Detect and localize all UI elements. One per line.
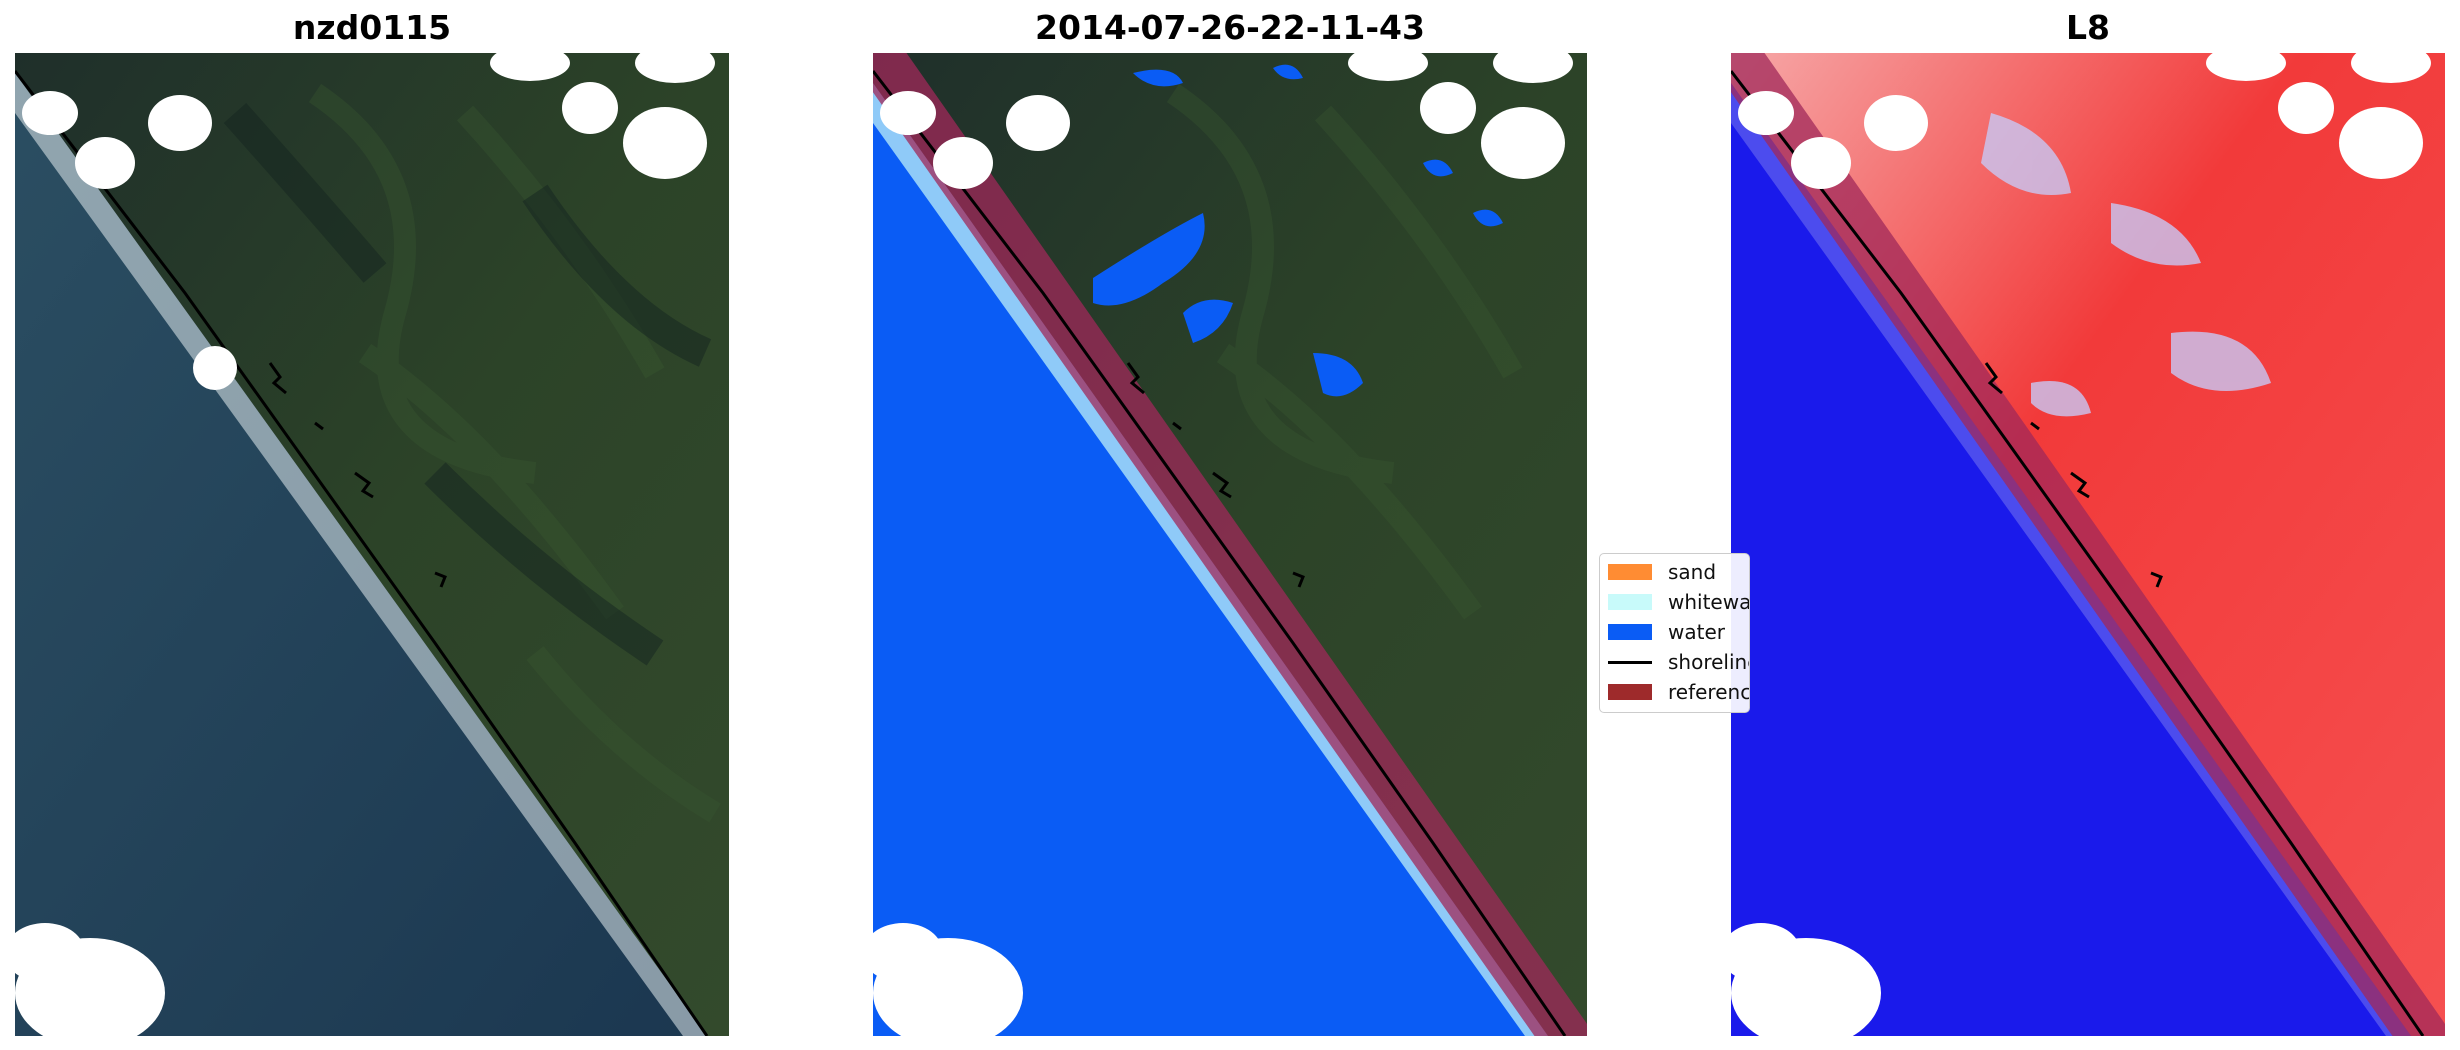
legend-item-sand: sand — [1608, 560, 1749, 584]
legend-item-whitewater: whitewater — [1608, 590, 1750, 614]
land-texture — [1166, 83, 1523, 620]
index-low-patches — [1981, 113, 2271, 417]
shoreline — [873, 70, 1567, 1036]
legend-label-water: water — [1668, 620, 1725, 644]
shadow-texture — [223, 103, 712, 666]
legend-label-whitewater: whitewater — [1668, 590, 1750, 614]
panel-title-rgb: nzd0115 — [292, 8, 452, 47]
legend-item-reference-buffer: reference shoreline buffer — [1608, 680, 1749, 704]
reference-shoreline-buffer — [1731, 53, 2445, 1036]
shoreline-fragments — [1126, 362, 1305, 588]
panel-title-classified: 2014-07-26-22-11-43 — [1035, 8, 1425, 47]
legend-label-reference: reference shoreline buffer — [1668, 680, 1749, 704]
inland-water-class — [1093, 64, 1503, 397]
legend-item-water: water — [1608, 620, 1749, 644]
shoreline-fragments — [268, 362, 447, 588]
whitewater-swatch — [1608, 594, 1652, 610]
classified-image — [873, 53, 1587, 1036]
sand-swatch — [1608, 564, 1652, 580]
cloud-mask — [15, 53, 715, 1036]
legend-item-shoreline: shoreline — [1608, 650, 1749, 674]
cloud-mask — [873, 53, 1573, 1036]
index-image-panel — [1731, 53, 2445, 1036]
shoreline-fragments — [1984, 362, 2163, 588]
shoreline — [1731, 70, 2425, 1036]
water-swatch — [1608, 624, 1652, 640]
rgb-satellite-image — [15, 53, 729, 1036]
rgb-image-panel — [15, 53, 729, 1036]
shoreline-line — [1608, 660, 1652, 664]
shoreline — [15, 70, 709, 1036]
reference-shoreline-buffer — [873, 53, 1587, 1036]
legend-label-shoreline: shoreline — [1668, 650, 1749, 674]
classified-image-panel — [873, 53, 1587, 1036]
cloud-mask — [1731, 53, 2431, 1036]
water-index-image — [1731, 53, 2445, 1036]
reference-buffer-swatch — [1608, 684, 1652, 700]
panel-title-index: L8 — [2066, 8, 2110, 47]
surf-zone — [15, 73, 707, 1036]
legend-label-sand: sand — [1668, 560, 1717, 584]
legend: sand whitewater water shoreline referenc… — [1599, 553, 1750, 713]
